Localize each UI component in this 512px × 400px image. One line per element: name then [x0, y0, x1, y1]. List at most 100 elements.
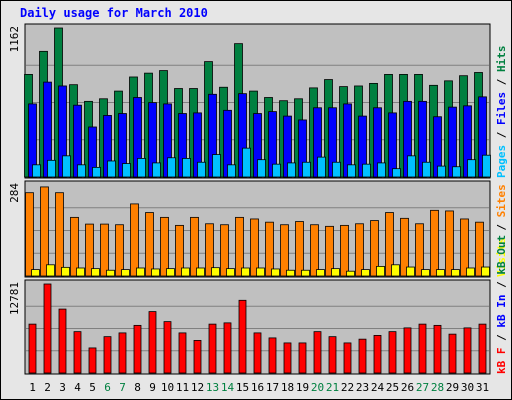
bar-sites-day-19 — [295, 221, 304, 277]
bar-visits-day-20 — [316, 269, 325, 277]
day-label-7: 7 — [119, 381, 126, 394]
bar-visits-day-16 — [256, 267, 265, 277]
bar-pages-day-29 — [452, 166, 461, 178]
bar-kb-f-day-21 — [328, 336, 337, 374]
bar-sites-day-6 — [100, 223, 109, 277]
bar-pages-day-3 — [62, 155, 71, 178]
panel-kbytes: 12781 kB F / kB In / kB Out — [8, 235, 508, 375]
bar-visits-day-22 — [346, 270, 355, 277]
series-sites — [25, 186, 484, 277]
bar-kb-f-day-6 — [103, 336, 112, 374]
series-files — [28, 81, 487, 178]
panel-kbytes-legend-item-0: kB F — [495, 348, 508, 375]
bar-pages-day-9 — [152, 162, 161, 178]
bar-sites-day-12 — [190, 216, 199, 277]
bar-visits-day-9 — [151, 268, 160, 277]
bar-kb-f-day-20 — [313, 331, 322, 374]
bar-kb-f-day-27 — [418, 323, 427, 374]
chart-title: Daily usage for March 2010 — [20, 6, 208, 20]
bar-visits-day-4 — [76, 267, 85, 277]
bar-pages-day-16 — [257, 159, 266, 178]
panel-visitors-legend: Visits / Sites — [495, 184, 508, 277]
bar-pages-day-31 — [482, 154, 491, 178]
bar-sites-day-4 — [70, 216, 79, 277]
bar-sites-day-18 — [280, 224, 289, 277]
day-label-25: 25 — [386, 381, 399, 394]
bar-pages-day-26 — [407, 155, 416, 178]
bar-pages-day-18 — [287, 162, 296, 178]
bar-visits-day-30 — [466, 267, 475, 277]
day-label-14: 14 — [221, 381, 235, 394]
day-label-21: 21 — [326, 381, 339, 394]
bar-pages-day-14 — [227, 164, 236, 178]
bar-visits-day-27 — [421, 269, 430, 277]
bar-sites-day-22 — [340, 224, 349, 277]
panel-visitors-scale-label: 284 — [8, 183, 21, 203]
bar-kb-f-day-1 — [28, 323, 37, 374]
bar-visits-day-21 — [331, 268, 340, 277]
bar-files-day-25 — [388, 112, 397, 178]
bar-kb-f-day-22 — [343, 342, 352, 374]
bar-kb-f-day-8 — [133, 324, 142, 374]
day-label-19: 19 — [296, 381, 309, 394]
bar-visits-day-1 — [31, 269, 40, 277]
day-label-13: 13 — [206, 381, 219, 394]
bar-pages-day-8 — [137, 158, 146, 178]
day-label-6: 6 — [104, 381, 111, 394]
bar-pages-day-7 — [122, 163, 131, 178]
bar-sites-day-1 — [25, 192, 34, 277]
series-visits — [31, 264, 490, 277]
bar-visits-day-17 — [271, 268, 280, 277]
bar-visits-day-8 — [136, 267, 145, 277]
bar-pages-day-27 — [422, 161, 431, 178]
bar-visits-day-2 — [46, 264, 55, 277]
day-label-1: 1 — [29, 381, 36, 394]
bar-kb-f-day-14 — [223, 322, 232, 374]
panel-requests-legend-item-4: Hits — [495, 46, 508, 73]
bar-sites-day-25 — [385, 212, 394, 277]
panel-requests-legend-item-1: / — [495, 125, 508, 145]
bar-kb-f-day-13 — [208, 323, 217, 374]
day-label-20: 20 — [311, 381, 324, 394]
bar-kb-f-day-31 — [478, 323, 487, 374]
series-kb-f — [28, 283, 487, 374]
bar-sites-day-20 — [310, 224, 319, 277]
day-label-23: 23 — [356, 381, 369, 394]
bar-pages-day-30 — [467, 159, 476, 178]
bar-sites-day-27 — [415, 223, 424, 277]
bar-pages-day-22 — [347, 164, 356, 178]
day-label-12: 12 — [191, 381, 204, 394]
bar-visits-day-7 — [121, 269, 130, 277]
panel-kbytes-legend-item-4: kB Out — [495, 235, 508, 275]
bar-kb-f-day-30 — [463, 327, 472, 374]
bar-pages-day-19 — [302, 161, 311, 178]
bar-visits-day-11 — [181, 267, 190, 277]
bar-pages-day-12 — [197, 161, 206, 178]
bar-pages-day-25 — [392, 168, 401, 178]
bar-visits-day-29 — [451, 269, 460, 277]
bar-visits-day-5 — [91, 268, 100, 277]
bar-kb-f-day-29 — [448, 333, 457, 374]
panel-requests-legend-item-3: / — [495, 72, 508, 92]
bar-kb-f-day-11 — [178, 332, 187, 374]
bar-sites-day-11 — [175, 224, 184, 277]
bar-sites-day-9 — [145, 212, 154, 277]
bar-kb-f-day-3 — [58, 308, 67, 374]
bar-kb-f-day-2 — [43, 283, 52, 374]
bar-kb-f-day-12 — [193, 340, 202, 374]
bar-sites-day-24 — [370, 220, 379, 277]
panel-requests-legend-item-2: Files — [495, 92, 508, 125]
bar-sites-day-3 — [55, 192, 64, 277]
day-label-5: 5 — [89, 381, 96, 394]
bar-visits-day-24 — [376, 265, 385, 277]
bar-sites-day-15 — [235, 216, 244, 277]
bar-visits-day-31 — [481, 266, 490, 277]
bar-visits-day-19 — [301, 269, 310, 277]
bar-visits-day-13 — [211, 267, 220, 277]
bar-kb-f-day-9 — [148, 311, 157, 374]
bar-pages-day-21 — [332, 161, 341, 178]
day-label-18: 18 — [281, 381, 294, 394]
bar-kb-f-day-25 — [388, 331, 397, 374]
bar-sites-day-10 — [160, 216, 169, 277]
